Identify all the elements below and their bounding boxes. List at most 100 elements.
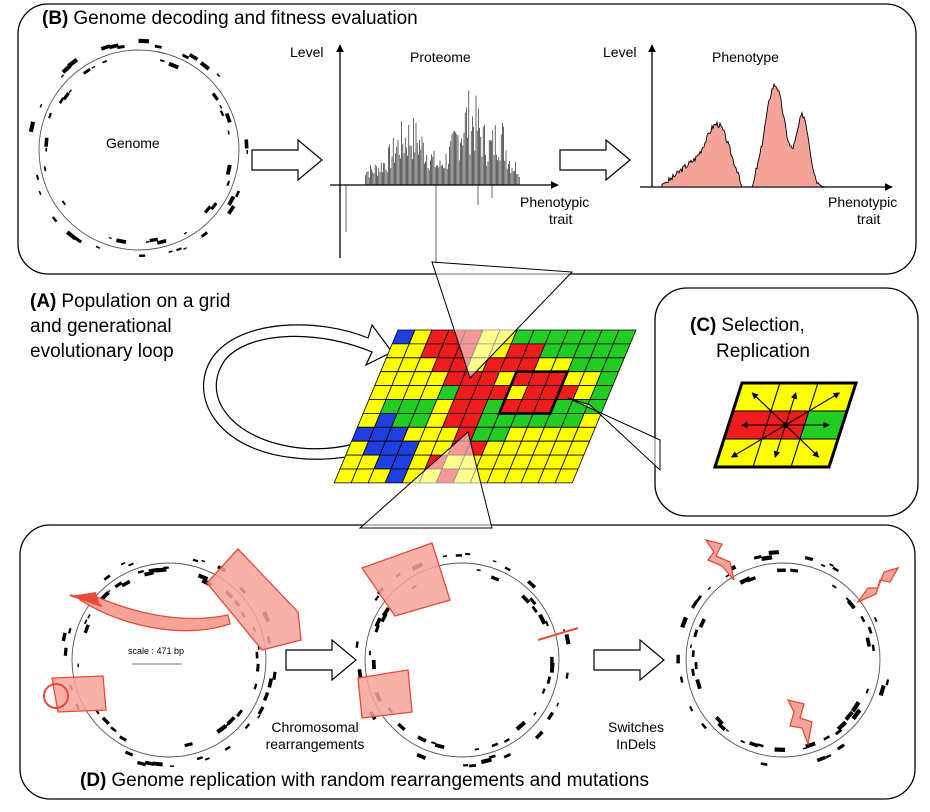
step-label-rearr-2: rearrangements [266, 736, 365, 752]
gene [211, 92, 219, 101]
panel-b-title: (B) Genome decoding and fitness evaluatio… [42, 8, 418, 29]
gene [203, 205, 212, 214]
gene [152, 761, 163, 767]
gene [67, 627, 72, 634]
gene [236, 709, 243, 718]
gene [121, 579, 131, 588]
replication-arrow [784, 392, 798, 426]
mutation-bolts [704, 538, 900, 747]
gene [156, 239, 167, 245]
gene [529, 597, 537, 606]
gene [272, 671, 277, 680]
gene [128, 562, 134, 567]
gene [417, 735, 427, 743]
gene [87, 614, 91, 619]
chromosome [364, 562, 560, 758]
gene [51, 216, 58, 223]
gene [257, 714, 261, 719]
gene [865, 688, 870, 694]
gene [802, 747, 807, 750]
gene [108, 43, 119, 50]
gene [183, 231, 188, 235]
replication-arrow [730, 424, 786, 458]
gene [538, 613, 547, 625]
gene [244, 723, 251, 730]
gene [73, 236, 83, 244]
rearranged-segments-d2 [357, 542, 579, 719]
gene [541, 688, 546, 694]
gene [35, 174, 40, 181]
gene [504, 566, 511, 572]
population-grid [333, 329, 637, 484]
chromosome [71, 562, 267, 758]
gene [159, 59, 165, 63]
gene [546, 676, 552, 685]
phenotype-title: Phenotype [712, 49, 779, 65]
gene [761, 555, 773, 562]
gene [521, 594, 531, 604]
gene [181, 53, 190, 60]
grid-cell [554, 468, 579, 484]
gene [679, 676, 684, 683]
gene [368, 650, 371, 656]
gene [39, 103, 43, 108]
lightning-icon [856, 566, 900, 604]
flow-arrow-2 [559, 138, 631, 182]
gene [176, 247, 182, 252]
panel-c-title-line1: (C) Selection, [690, 315, 805, 336]
gene [168, 250, 173, 254]
gene [836, 743, 846, 751]
step-label-mut-2: InDels [616, 736, 656, 752]
gene [680, 616, 688, 629]
gene [725, 574, 730, 578]
gene [749, 741, 759, 748]
gene [564, 634, 571, 645]
gene [108, 236, 112, 240]
gene [834, 728, 843, 736]
gene [690, 644, 692, 649]
gene [227, 195, 236, 206]
gene [836, 720, 848, 731]
gene [188, 53, 199, 61]
gene [714, 716, 724, 726]
gene [832, 566, 840, 573]
proteome-title: Proteome [410, 49, 471, 65]
gene [746, 576, 757, 583]
gene [490, 575, 500, 582]
gene [691, 650, 695, 658]
gene [82, 68, 91, 75]
gene [374, 595, 380, 601]
gene [503, 738, 510, 743]
replication-arrow [785, 424, 820, 458]
gene [820, 563, 826, 568]
gene [226, 716, 236, 726]
gene [44, 137, 49, 147]
gene [224, 112, 232, 124]
gene [468, 763, 477, 768]
gene [527, 579, 537, 589]
gene [695, 594, 703, 603]
gene [846, 599, 856, 610]
gene [83, 619, 88, 625]
gene [103, 574, 111, 581]
gene [357, 668, 363, 679]
replication-arrow [785, 392, 841, 426]
gene [804, 555, 814, 562]
gene [515, 720, 527, 731]
gene [116, 238, 127, 245]
panel-c-title-line2: Replication [716, 341, 810, 362]
gene [381, 607, 391, 618]
gene [66, 230, 77, 241]
gene [216, 73, 221, 78]
selection-neighborhood [712, 381, 859, 469]
gene [145, 241, 150, 243]
gene [58, 97, 65, 104]
gene [474, 748, 480, 751]
gene [565, 672, 569, 679]
gene [431, 741, 437, 745]
gene [95, 245, 101, 249]
gene [831, 584, 837, 589]
proteome-xlabel-1: Phenotypic [520, 194, 589, 210]
gene [691, 668, 695, 676]
gene [829, 563, 834, 567]
